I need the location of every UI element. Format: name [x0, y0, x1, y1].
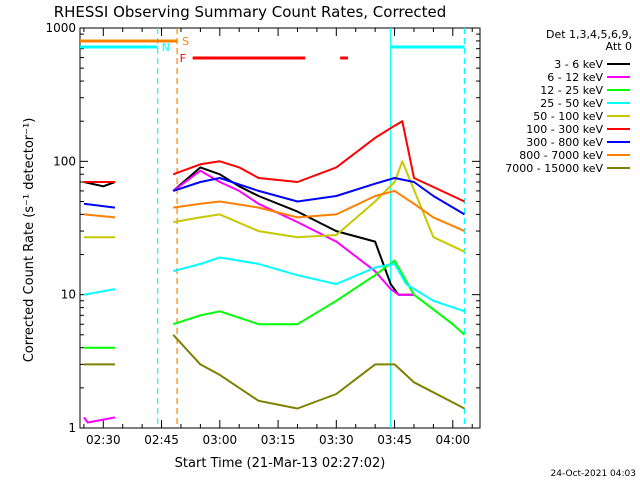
series-line	[173, 189, 465, 233]
x-tick-label: 03:00	[203, 433, 238, 447]
series-line	[83, 288, 116, 296]
legend-label: 6 - 12 keV	[547, 71, 603, 84]
legend-header: Att 0	[606, 40, 632, 53]
x-axis-label: Start Time (21-Mar-13 02:27:02)	[175, 456, 386, 471]
flare-annotation-label: F	[180, 52, 186, 65]
series-line	[172, 259, 466, 336]
plot-area: 1 10 100 1000 02:30 02:45 03:00 03:15 03:30 03:45…	[45, 21, 481, 447]
sun-annotation-label: S	[182, 35, 189, 48]
legend-label: 300 - 800 keV	[526, 136, 603, 149]
x-tick-label: 04:00	[436, 433, 471, 447]
legend-label: 100 - 300 keV	[526, 123, 603, 136]
series-line	[172, 166, 414, 296]
series-line	[172, 256, 465, 313]
series-line	[172, 334, 465, 410]
night-annotation-label: N	[162, 41, 170, 54]
legend-header: Det 1,3,4,5,6,9,	[546, 28, 632, 41]
x-tick-label: 03:45	[377, 433, 412, 447]
y-tick-label: 100	[53, 154, 76, 168]
y-axis-label: Corrected Count Rate (s⁻¹ detector⁻¹)	[22, 118, 37, 363]
series-line	[173, 160, 465, 253]
x-tick-label: 03:30	[319, 433, 354, 447]
series-line	[172, 120, 465, 203]
chart-title: RHESSI Observing Summary Count Rates, Co…	[54, 3, 447, 21]
legend-label: 50 - 100 keV	[533, 110, 603, 123]
series-line	[172, 177, 466, 216]
x-tick-label: 02:45	[144, 433, 179, 447]
series-line	[83, 213, 116, 219]
y-tick-label: 10	[61, 288, 76, 302]
y-tick-label: 1000	[45, 21, 76, 35]
plot-frame	[79, 27, 481, 429]
y-tick-label: 1	[68, 421, 76, 435]
x-tick-label: 02:30	[86, 433, 121, 447]
legend-label: 25 - 50 keV	[540, 97, 603, 110]
series-line	[172, 169, 414, 296]
legend-label: 800 - 7000 keV	[519, 149, 603, 162]
series-line	[83, 416, 116, 424]
legend-label: 12 - 25 keV	[540, 84, 603, 97]
legend-label: 7000 - 15000 keV	[505, 162, 603, 175]
legend-label: 3 - 6 keV	[554, 58, 603, 71]
series-line	[83, 181, 116, 188]
series-line	[83, 202, 116, 209]
footer-timestamp: 24-Oct-2021 04:03	[551, 469, 636, 479]
x-tick-label: 03:15	[261, 433, 296, 447]
